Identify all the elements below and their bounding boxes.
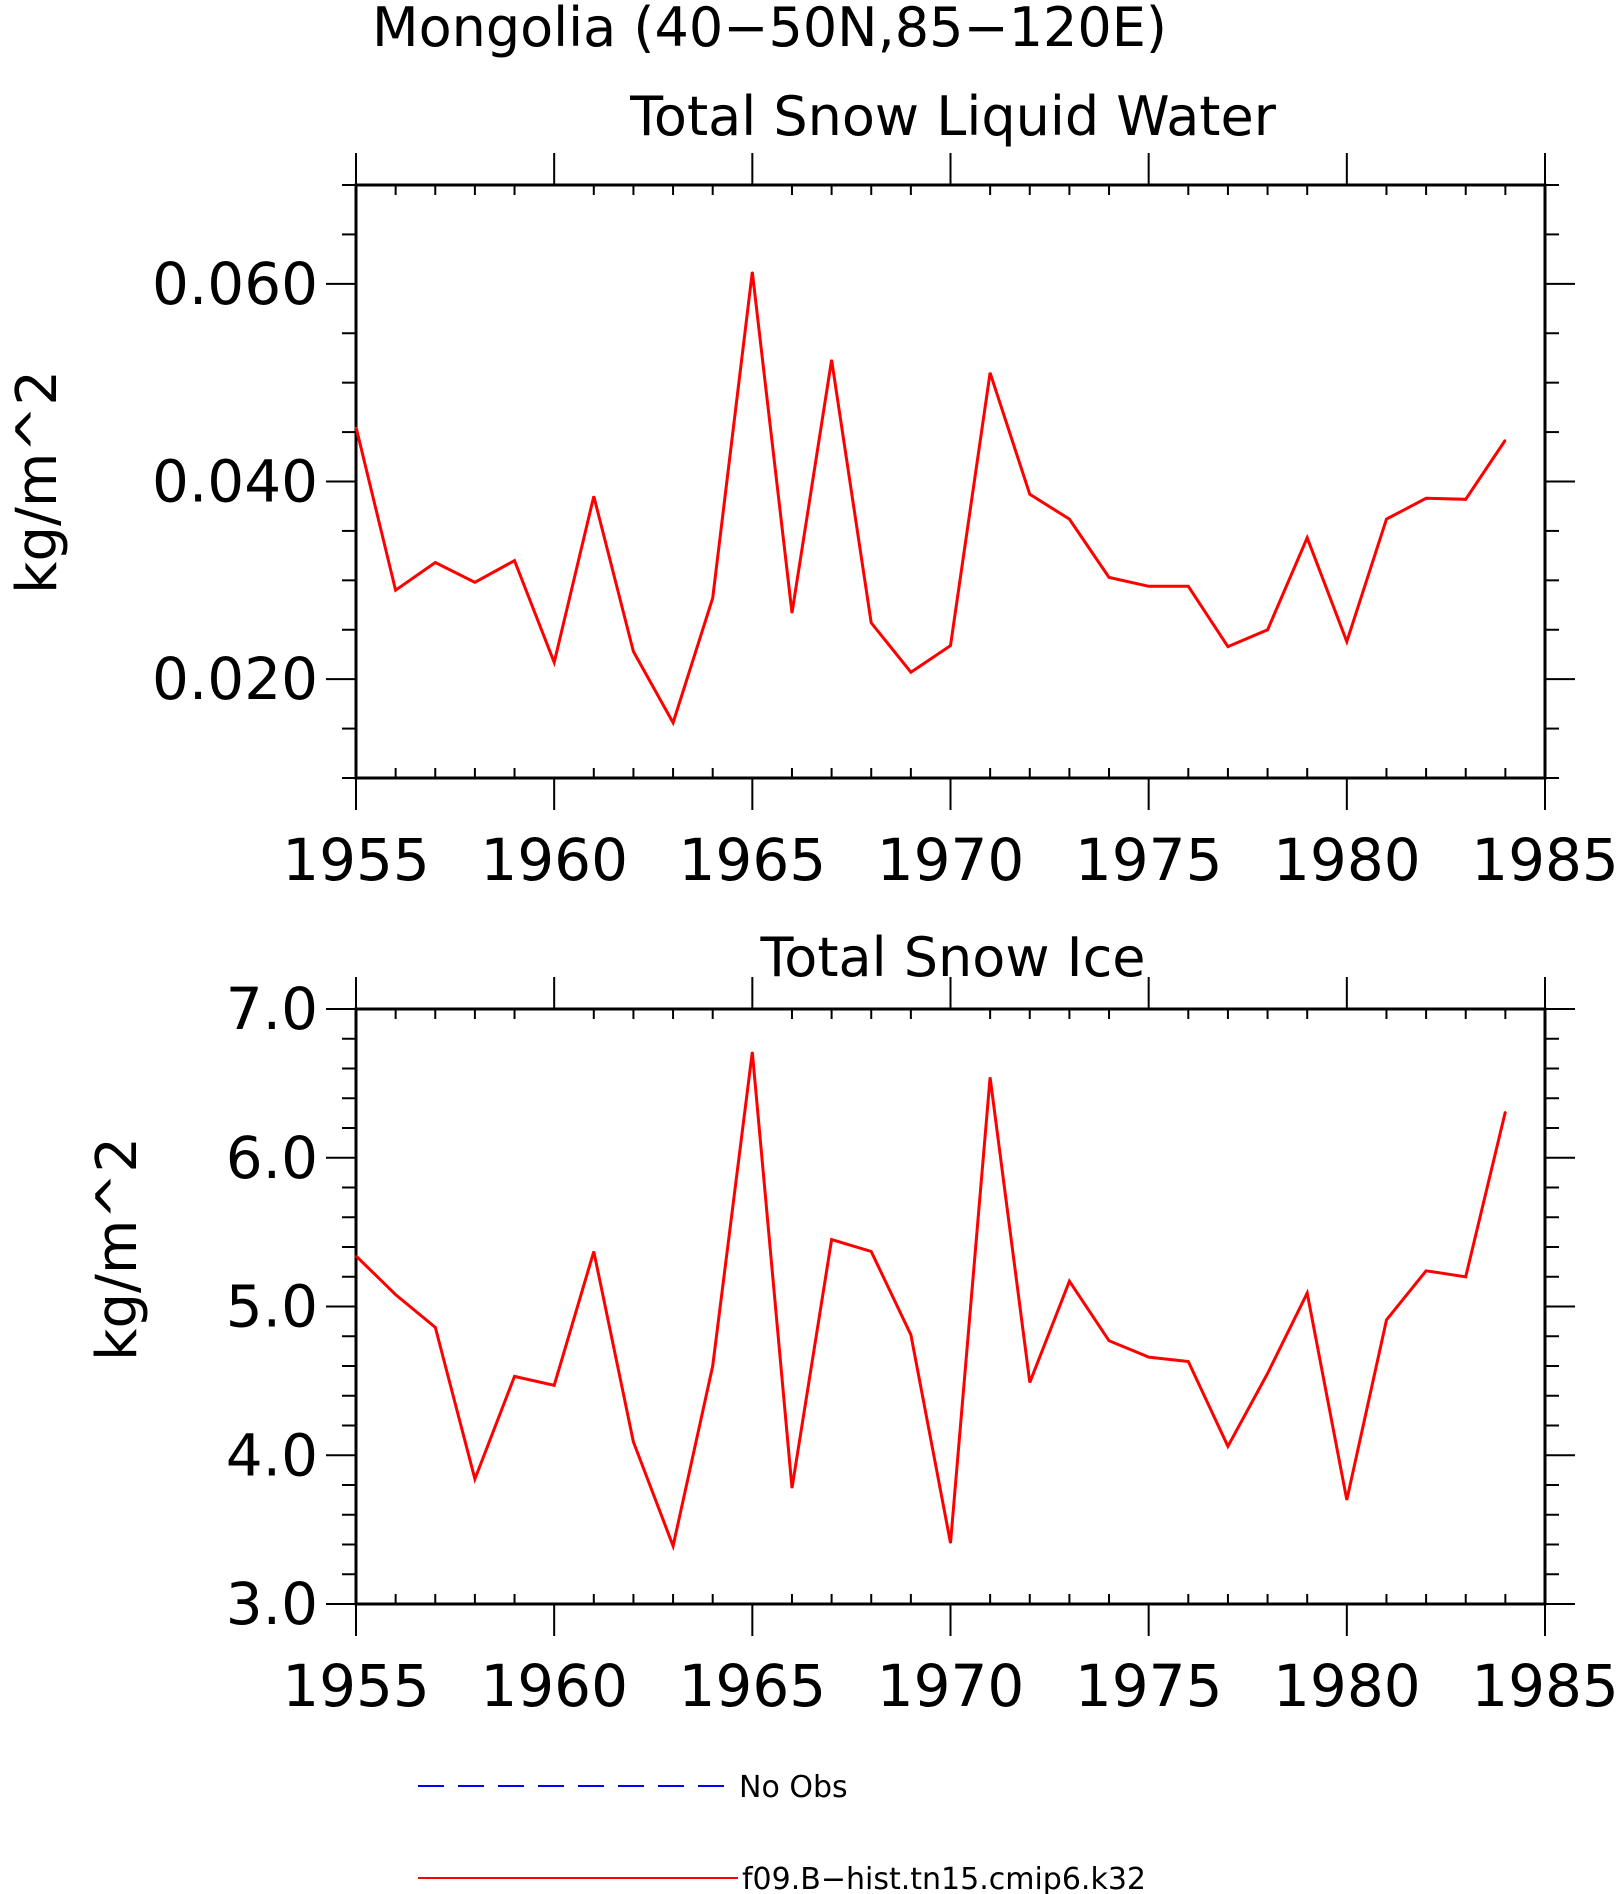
data-point <box>1385 518 1388 520</box>
data-point <box>1068 518 1070 520</box>
data-point <box>1425 1270 1427 1272</box>
data-point <box>1266 629 1269 631</box>
x-tick-label: 1980 <box>1273 1652 1421 1720</box>
data-point <box>751 1051 753 1053</box>
data-point <box>831 359 833 361</box>
legend: No Obs f09.B−hist.tn15.cmip6.k32 <box>418 1770 1146 1894</box>
data-point <box>632 650 635 653</box>
x-tick-label: 1985 <box>1471 826 1619 894</box>
data-point <box>513 559 516 562</box>
plot-frame <box>354 1007 1547 1606</box>
data-point <box>1346 1499 1348 1501</box>
x-tick-label: 1960 <box>480 826 628 894</box>
data-point <box>1306 1292 1308 1294</box>
data-point <box>1187 585 1189 587</box>
data-point <box>831 1238 833 1241</box>
y-axis-label: kg/m^2 <box>5 370 70 594</box>
data-point <box>910 1334 912 1336</box>
data-point <box>1108 576 1110 578</box>
data-point <box>474 1478 476 1480</box>
x-tick-label: 1980 <box>1273 826 1421 894</box>
data-point <box>1465 498 1467 500</box>
data-point <box>989 1076 991 1079</box>
x-tick-label: 1965 <box>679 826 827 894</box>
y-tick-label: 0.040 <box>152 448 318 516</box>
data-point <box>1227 645 1229 648</box>
data-point <box>593 495 595 497</box>
legend-label-model: f09.B−hist.tn15.cmip6.k32 <box>742 1862 1146 1894</box>
data-point <box>395 1294 397 1296</box>
data-point <box>1306 537 1308 539</box>
data-point <box>1029 493 1031 495</box>
data-point <box>910 671 912 673</box>
x-tick-label: 1975 <box>1075 826 1223 894</box>
data-point <box>1148 1356 1150 1358</box>
data-point <box>593 1250 595 1253</box>
series-line <box>354 1051 1507 1552</box>
data-point <box>949 644 952 647</box>
data-point <box>1266 1372 1269 1375</box>
data-point <box>870 1250 872 1253</box>
y-tick-label: 7.0 <box>226 975 318 1043</box>
plot-frame <box>354 183 1547 780</box>
data-point <box>474 581 476 583</box>
data-point <box>513 1375 516 1378</box>
data-point <box>949 1542 952 1544</box>
data-point <box>355 1255 357 1257</box>
x-tick-label: 1955 <box>282 1652 430 1720</box>
data-point <box>1465 1276 1467 1278</box>
data-point <box>1425 497 1427 499</box>
data-point <box>434 1326 436 1328</box>
x-tick-label: 1985 <box>1471 1652 1619 1720</box>
x-tick-label: 1955 <box>282 826 430 894</box>
data-point <box>791 612 793 614</box>
data-point <box>395 589 397 591</box>
data-point <box>434 561 436 564</box>
x-tick-label: 1965 <box>679 1652 827 1720</box>
data-point <box>1504 439 1506 441</box>
data-point <box>553 661 555 663</box>
data-point <box>355 426 357 428</box>
data-point <box>672 1545 674 1547</box>
y-tick-label: 4.0 <box>226 1421 318 1489</box>
data-point <box>1148 585 1150 587</box>
data-point <box>870 622 872 624</box>
y-tick-label: 6.0 <box>226 1124 318 1192</box>
panel-snow-ice: Total Snow Ice 1955 1960 1965 1970 1975 1980 1… <box>85 926 1619 1720</box>
data-point <box>751 271 753 273</box>
panel-title: Total Snow Ice <box>760 926 1146 989</box>
data-point <box>553 1384 555 1386</box>
data-point <box>1504 1111 1506 1113</box>
figure-title: Mongolia (40−50N,85−120E) <box>372 0 1167 59</box>
panel-title: Total Snow Liquid Water <box>629 85 1277 148</box>
data-point <box>672 722 674 724</box>
x-tick-label: 1960 <box>480 1652 628 1720</box>
data-point <box>1108 1340 1110 1342</box>
panel-snow-liquid-water: Total Snow Liquid Water 1955 1960 1965 1970… <box>5 85 1619 894</box>
data-point <box>791 1487 793 1489</box>
series-line <box>354 271 1507 727</box>
data-point <box>712 597 714 599</box>
data-point <box>712 1365 714 1367</box>
x-tick-label: 1970 <box>877 1652 1025 1720</box>
data-point <box>632 1441 635 1443</box>
data-point <box>989 372 991 374</box>
data-point <box>1029 1381 1031 1383</box>
legend-label-no-obs: No Obs <box>739 1770 848 1805</box>
x-tick-label: 1970 <box>877 826 1025 894</box>
y-tick-label: 0.060 <box>152 250 318 318</box>
y-tick-label: 5.0 <box>226 1273 318 1341</box>
y-tick-label: 3.0 <box>226 1570 318 1638</box>
y-axis-label: kg/m^2 <box>85 1137 150 1361</box>
y-tick-label: 0.020 <box>152 645 318 713</box>
data-point <box>1068 1280 1070 1282</box>
data-point <box>1187 1360 1189 1363</box>
x-tick-label: 1975 <box>1075 1652 1223 1720</box>
data-point <box>1346 641 1348 643</box>
data-point <box>1227 1445 1229 1447</box>
data-point <box>1385 1319 1388 1321</box>
